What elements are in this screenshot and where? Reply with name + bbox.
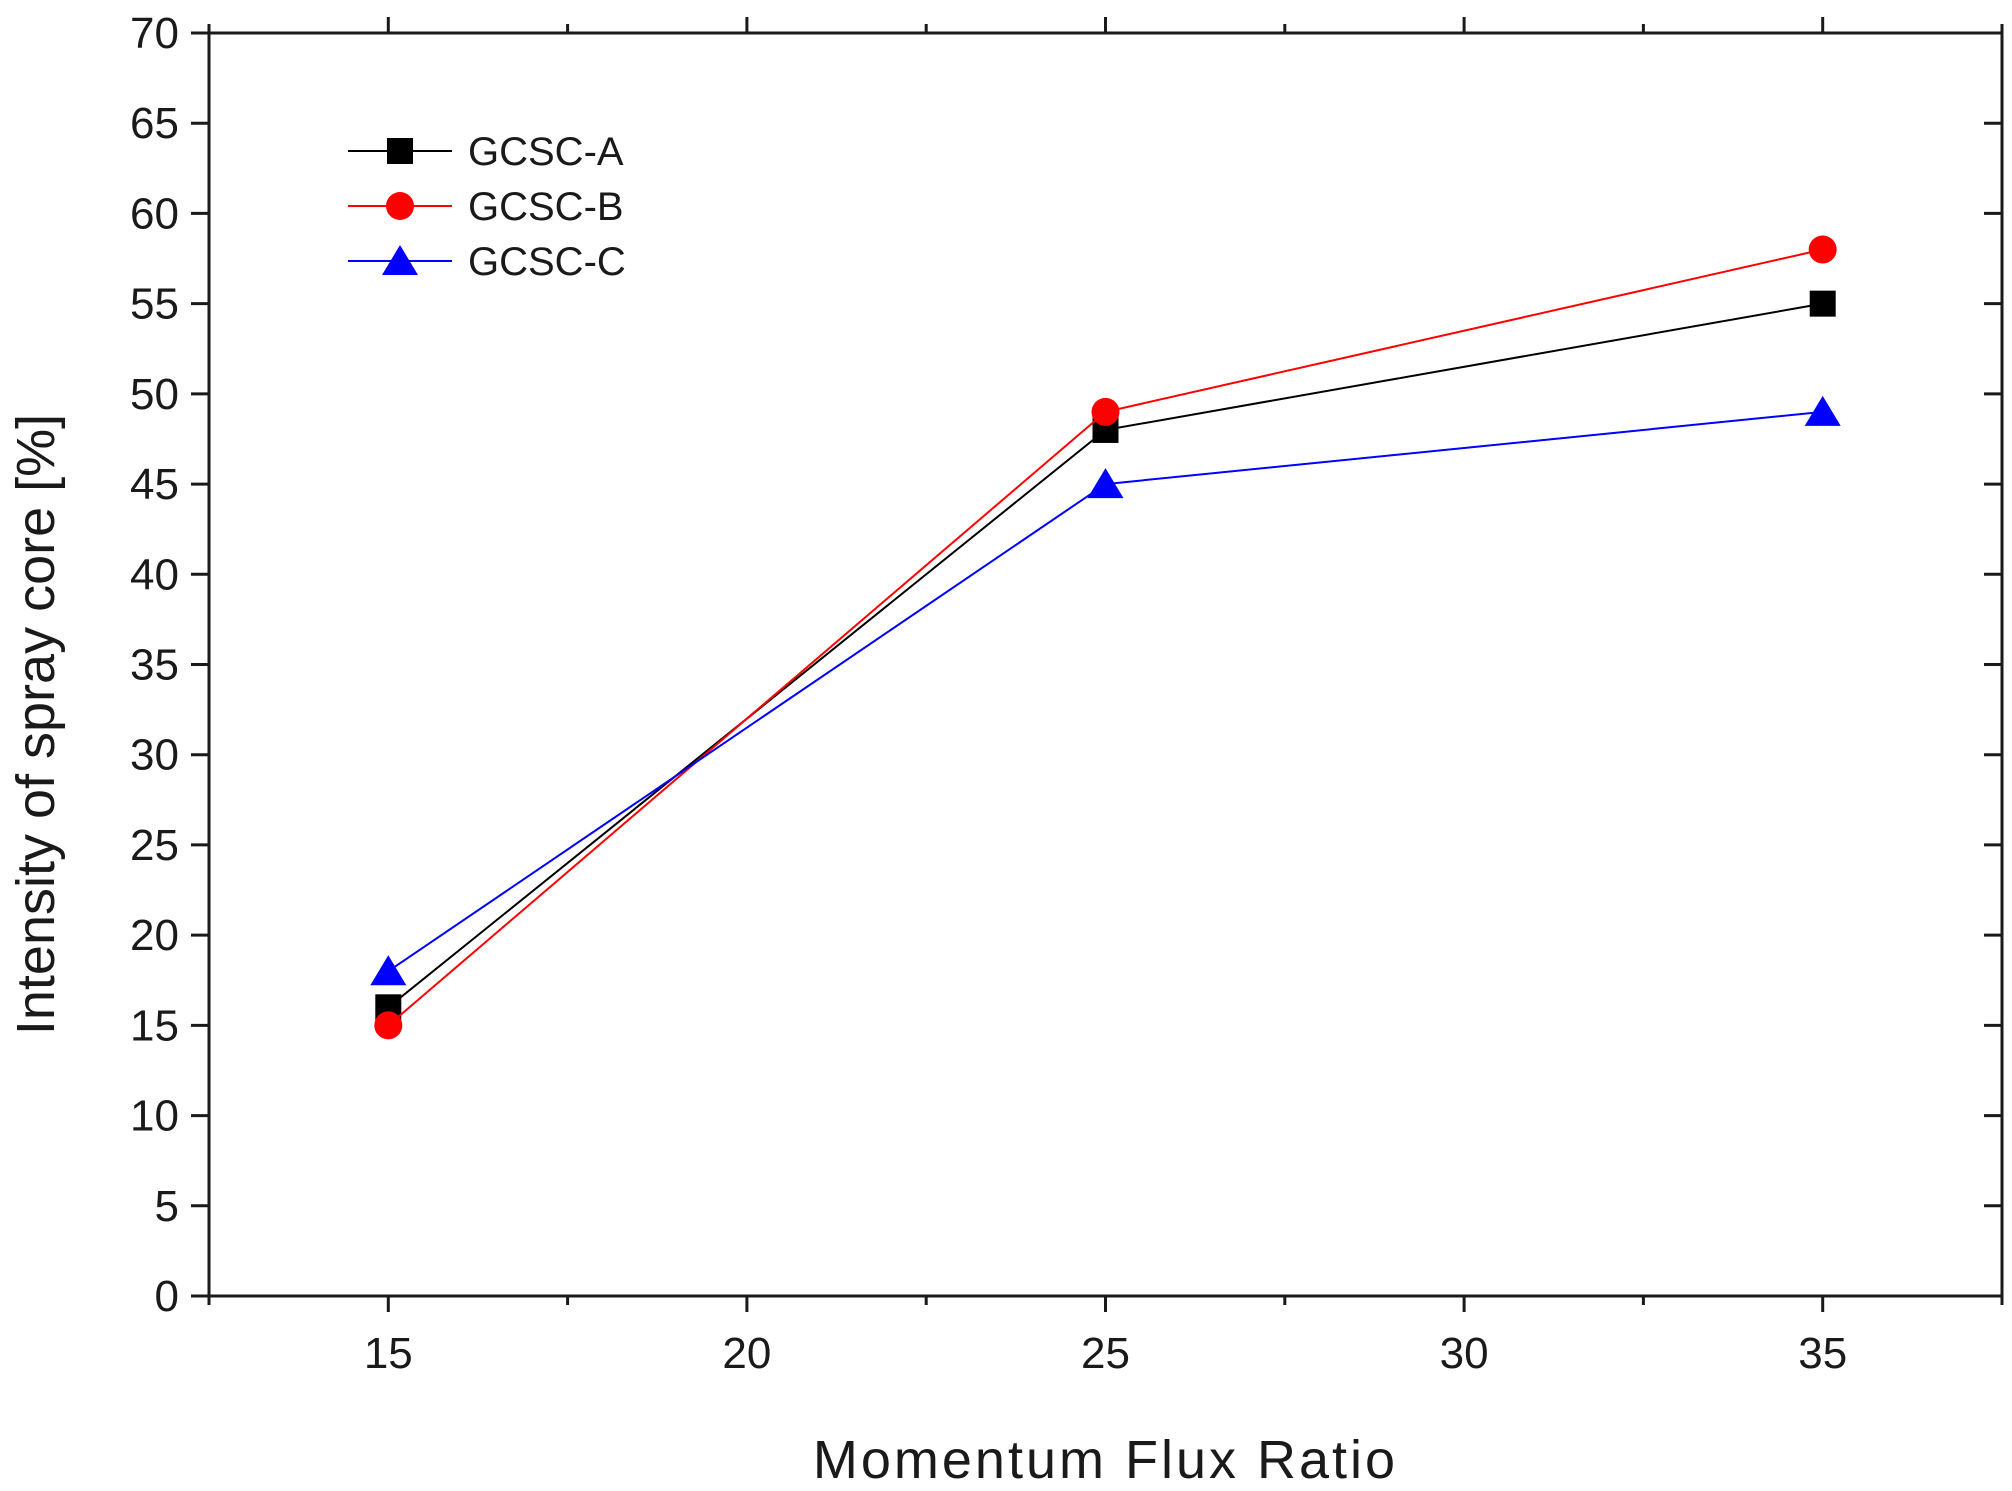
legend-item-gcsc-b: GCSC-B bbox=[348, 185, 624, 229]
data-point-gcsc-b bbox=[1091, 397, 1120, 426]
y-tick-label: 70 bbox=[130, 9, 179, 58]
y-tick-label: 45 bbox=[130, 460, 179, 509]
data-point-gcsc-c bbox=[1087, 468, 1124, 499]
legend-item-gcsc-a: GCSC-A bbox=[348, 130, 624, 174]
data-point-gcsc-a bbox=[1809, 290, 1836, 317]
y-tick-label: 15 bbox=[130, 1001, 179, 1050]
y-tick-label: 5 bbox=[155, 1182, 179, 1231]
x-axis-title: Momentum Flux Ratio bbox=[813, 1430, 1398, 1486]
data-point-gcsc-c bbox=[370, 955, 407, 986]
legend: GCSC-A GCSC-B GCSC-C bbox=[348, 130, 626, 284]
y-tick-label: 60 bbox=[130, 189, 179, 238]
series-line-gcsc-b bbox=[387, 248, 1823, 1027]
y-axis-title: Intensity of spray core [%] bbox=[6, 414, 66, 1035]
legend-marker bbox=[386, 192, 414, 220]
legend-label: GCSC-A bbox=[468, 130, 624, 174]
x-axis: 15 20 25 30 35 bbox=[207, 17, 2004, 1378]
legend-label: GCSC-B bbox=[468, 185, 624, 229]
y-tick-label: 35 bbox=[130, 641, 179, 690]
y-tick-label: 50 bbox=[130, 370, 179, 419]
y-tick-label: 10 bbox=[130, 1092, 179, 1141]
series-gcsc-c bbox=[370, 395, 1841, 986]
legend-marker bbox=[382, 245, 418, 275]
series-gcsc-b bbox=[374, 235, 1837, 1040]
x-tick-label: 25 bbox=[1081, 1329, 1130, 1378]
y-tick-label: 40 bbox=[130, 550, 179, 599]
x-tick-label: 20 bbox=[722, 1329, 771, 1378]
y-tick-label: 25 bbox=[130, 821, 179, 870]
y-axis: 0 5 10 15 20 25 30 35 40 45 50 55 60 65 70 bbox=[130, 9, 2002, 1321]
series-layer bbox=[370, 235, 1841, 1040]
y-tick-label: 55 bbox=[130, 280, 179, 329]
x-tick-label: 30 bbox=[1440, 1329, 1489, 1378]
y-tick-label: 30 bbox=[130, 731, 179, 780]
x-tick-label: 35 bbox=[1798, 1329, 1847, 1378]
legend-marker bbox=[387, 138, 413, 164]
x-tick-label: 15 bbox=[364, 1329, 413, 1378]
y-tick-label: 20 bbox=[130, 911, 179, 960]
legend-item-gcsc-c: GCSC-C bbox=[348, 240, 626, 284]
data-point-gcsc-c bbox=[1804, 395, 1841, 426]
y-tick-label: 65 bbox=[130, 99, 179, 148]
y-tick-label: 0 bbox=[155, 1272, 179, 1321]
data-point-gcsc-b bbox=[1808, 235, 1837, 264]
data-point-gcsc-b bbox=[374, 1011, 403, 1040]
legend-label: GCSC-C bbox=[468, 240, 626, 284]
